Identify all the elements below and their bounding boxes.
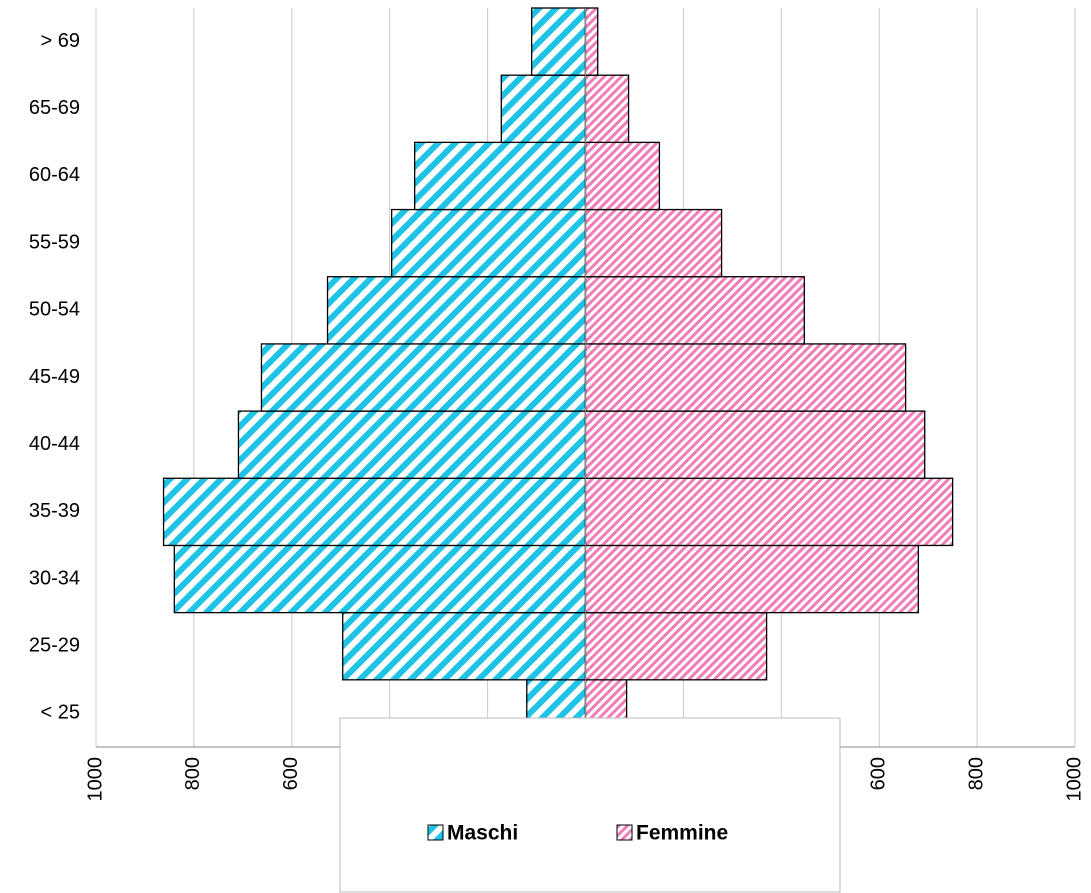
x-tick-label: 600 — [867, 757, 889, 790]
legend-label: Maschi — [447, 822, 518, 845]
x-tick-label: 1000 — [84, 757, 106, 802]
bar — [584, 74, 630, 144]
legend-box — [339, 717, 841, 893]
y-tick-label: 35-39 — [29, 500, 80, 522]
y-tick-label: 45-49 — [29, 366, 80, 388]
bar — [584, 208, 723, 278]
bar — [584, 276, 805, 345]
bar — [584, 544, 920, 614]
y-tick-label: 65-69 — [29, 97, 80, 119]
bar — [500, 74, 587, 144]
legend-swatch — [427, 824, 444, 841]
x-tick-label: 800 — [182, 757, 204, 790]
bar — [173, 544, 587, 614]
bar — [326, 276, 587, 345]
bar — [237, 410, 587, 479]
bar — [342, 611, 587, 681]
y-tick-label: 30-34 — [29, 567, 80, 589]
bar — [531, 7, 587, 76]
x-tick-label: 1000 — [1063, 757, 1085, 802]
y-tick-label: > 69 — [41, 30, 80, 52]
x-tick-label: 800 — [965, 757, 987, 790]
bar — [391, 208, 587, 278]
bar — [584, 477, 954, 547]
y-tick-label: 40-44 — [29, 433, 80, 455]
y-tick-label: 25-29 — [29, 635, 80, 657]
legend-swatch — [616, 824, 633, 841]
bar — [260, 343, 587, 412]
bar — [584, 343, 907, 412]
bar — [584, 410, 926, 479]
bar — [584, 141, 661, 211]
y-tick-label: 60-64 — [29, 164, 80, 186]
bar — [414, 141, 587, 211]
bar — [162, 477, 587, 547]
x-tick-label: 600 — [280, 757, 302, 790]
bar — [584, 611, 768, 681]
y-tick-label: 50-54 — [29, 299, 80, 321]
y-tick-label: 55-59 — [29, 231, 80, 253]
bar — [584, 7, 599, 76]
y-tick-label: < 25 — [41, 702, 80, 724]
legend-label: Femmine — [636, 822, 728, 845]
